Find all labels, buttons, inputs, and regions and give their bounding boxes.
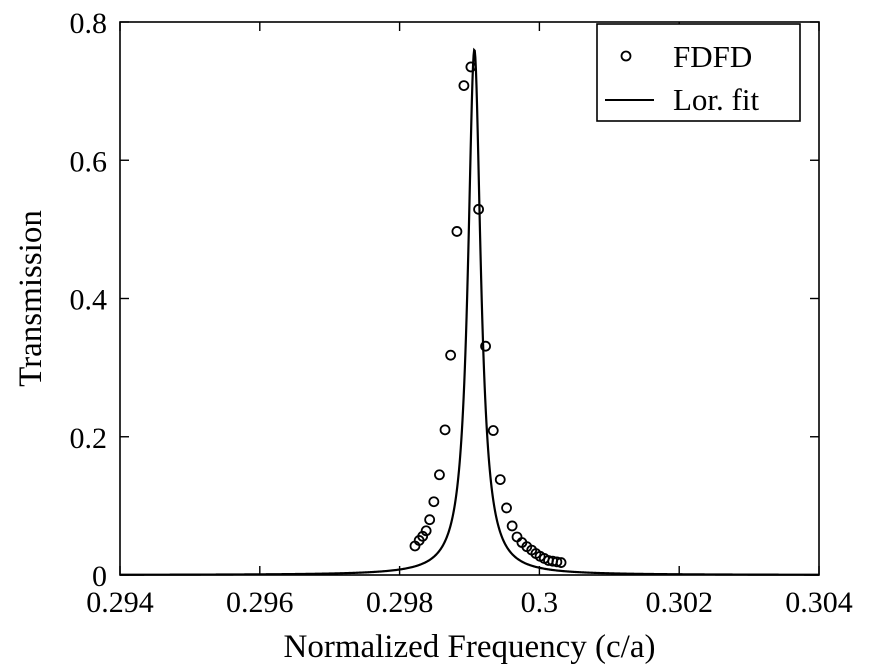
y-tick-label: 0 [92,560,107,593]
y-axis-label: Transmission [13,210,49,387]
x-tick-label: 0.294 [86,586,154,619]
axis-tick-labels: 0.294 0.296 0.298 0.3 0.302 0.304 0 0.2 0.4 0.6 0.… [70,7,853,619]
fdfd-point [487,425,499,436]
legend-box [596,23,801,122]
fdfd-point [439,424,451,436]
x-axis-label: Normalized Frequency (c/a) [284,629,656,665]
fdfd-point [420,525,432,537]
legend-marker-fdfd [620,50,632,62]
fdfd-point [428,496,440,508]
x-tick-label: 0.298 [366,586,434,619]
fdfd-point [506,520,518,532]
y-tick-label: 0.4 [70,284,108,317]
fdfd-point [494,474,506,486]
legend: FDFD Lor. fit [596,23,801,122]
y-tick-label: 0.8 [70,7,108,40]
fdfd-point [451,226,463,237]
lorentzian-fit-line [120,47,819,576]
fdfd-point [434,469,445,481]
fdfd-point [465,61,477,73]
fdfd-point [417,530,429,542]
fdfd-point [473,203,484,215]
legend-label-fdfd: FDFD [673,39,752,74]
fdfd-point [511,531,523,543]
y-tick-label: 0.2 [70,422,108,455]
y-tick-label: 0.6 [70,145,108,178]
fdfd-markers [409,61,567,568]
legend-label-fit: Lor. fit [673,82,759,117]
x-tick-label: 0.296 [226,586,294,619]
fdfd-point [445,349,457,361]
fdfd-point [424,514,436,526]
fdfd-point [480,340,491,352]
fdfd-point [555,557,567,568]
x-tick-label: 0.304 [785,586,853,619]
x-tick-label: 0.3 [521,586,559,619]
x-tick-label: 0.302 [645,586,713,619]
fdfd-point [458,80,470,91]
fdfd-point [551,556,563,568]
fdfd-point [501,502,512,514]
